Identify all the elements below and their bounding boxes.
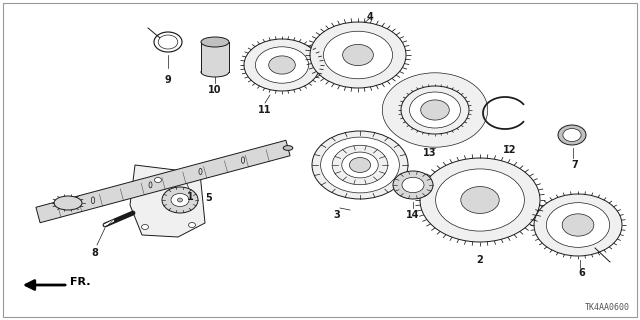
Text: 1: 1 [187, 192, 193, 202]
Ellipse shape [420, 100, 449, 120]
Ellipse shape [283, 146, 293, 150]
Ellipse shape [171, 194, 189, 206]
Ellipse shape [332, 145, 388, 185]
Text: 4: 4 [367, 12, 373, 22]
Ellipse shape [342, 152, 378, 178]
Ellipse shape [402, 177, 424, 193]
Ellipse shape [201, 37, 229, 47]
Ellipse shape [312, 131, 408, 199]
Text: 14: 14 [406, 210, 420, 220]
Text: 12: 12 [503, 145, 516, 155]
Text: 7: 7 [572, 160, 579, 170]
Text: 9: 9 [164, 75, 172, 85]
Ellipse shape [177, 198, 182, 202]
Ellipse shape [201, 67, 229, 77]
Text: 8: 8 [92, 248, 99, 258]
Ellipse shape [534, 194, 622, 256]
Polygon shape [36, 140, 290, 223]
Text: 2: 2 [477, 255, 483, 265]
Ellipse shape [269, 56, 295, 74]
Ellipse shape [255, 47, 308, 83]
Ellipse shape [141, 225, 148, 229]
Ellipse shape [54, 196, 82, 210]
Ellipse shape [401, 86, 469, 134]
Ellipse shape [393, 171, 433, 199]
Text: 6: 6 [579, 268, 586, 278]
Text: 13: 13 [423, 148, 436, 158]
Text: 10: 10 [208, 85, 221, 95]
Ellipse shape [420, 158, 540, 242]
Ellipse shape [562, 214, 594, 236]
Ellipse shape [461, 187, 499, 213]
Ellipse shape [321, 137, 399, 193]
Ellipse shape [162, 187, 198, 213]
Ellipse shape [244, 39, 320, 91]
Ellipse shape [342, 44, 373, 66]
Ellipse shape [382, 73, 488, 147]
Text: 11: 11 [259, 105, 272, 115]
Text: TK4AA0600: TK4AA0600 [585, 303, 630, 312]
Polygon shape [130, 165, 205, 237]
Ellipse shape [563, 129, 581, 141]
Polygon shape [201, 42, 229, 72]
Text: 3: 3 [333, 210, 340, 220]
Ellipse shape [158, 35, 178, 49]
Ellipse shape [154, 178, 161, 182]
Text: FR.: FR. [70, 277, 90, 287]
Ellipse shape [323, 31, 392, 79]
Ellipse shape [558, 125, 586, 145]
Text: 5: 5 [205, 193, 212, 203]
Ellipse shape [436, 169, 524, 231]
Ellipse shape [189, 222, 195, 228]
Ellipse shape [310, 22, 406, 88]
Ellipse shape [410, 92, 461, 128]
Ellipse shape [547, 203, 610, 247]
Ellipse shape [349, 157, 371, 172]
